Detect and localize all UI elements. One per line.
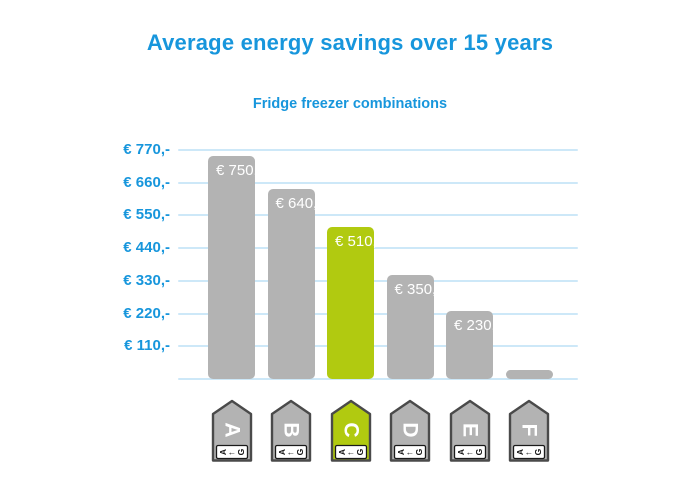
energy-tag-D: D A ← G bbox=[389, 399, 431, 463]
y-axis-label: € 550,- bbox=[123, 206, 170, 224]
energy-tag-F: F A ← G bbox=[508, 399, 550, 463]
gridline bbox=[178, 312, 578, 315]
bar-B: € 640,- bbox=[267, 188, 322, 379]
y-axis: € 770,- € 660,- € 550,- € 440,- € 330,- € 220… bbox=[0, 141, 170, 379]
bar-value-label: € 230,- bbox=[454, 316, 501, 334]
energy-tag-letter: F bbox=[518, 424, 541, 437]
bar-value-label: € 510,- bbox=[335, 233, 382, 251]
svg-text:A: A bbox=[515, 449, 525, 455]
bar-value-label: € 750,- bbox=[216, 161, 263, 179]
gridline bbox=[178, 345, 578, 348]
bar-E: € 230,- bbox=[446, 310, 501, 379]
plot-area: € 750,- € 640,- € 510,- € 350,- € 230,- bbox=[178, 149, 578, 380]
bar-value-label: € 350,- bbox=[394, 280, 442, 298]
svg-text:A: A bbox=[218, 449, 228, 455]
svg-text:G: G bbox=[355, 448, 365, 455]
gridline bbox=[178, 378, 578, 380]
svg-text:G: G bbox=[533, 448, 543, 455]
svg-text:←: ← bbox=[346, 447, 355, 457]
bar-value-label: € 640,- bbox=[275, 194, 323, 212]
energy-tag-icon: D A ← G bbox=[389, 399, 431, 462]
energy-tag-letter: D bbox=[399, 422, 422, 437]
energy-tag-icon: B A ← G bbox=[270, 399, 312, 462]
energy-tag-letter: E bbox=[458, 423, 481, 437]
svg-text:A: A bbox=[277, 449, 287, 455]
energy-tag-icon: F A ← G bbox=[508, 399, 550, 462]
svg-text:G: G bbox=[414, 448, 424, 455]
svg-text:A: A bbox=[337, 449, 347, 455]
gridline bbox=[178, 149, 578, 151]
y-axis-label: € 660,- bbox=[123, 173, 170, 191]
energy-tag-E: E A ← G bbox=[449, 399, 491, 463]
energy-tag-C: C A ← G bbox=[330, 399, 372, 463]
energy-tag-scale bbox=[215, 444, 248, 460]
gridline bbox=[178, 247, 578, 250]
energy-tag-scale bbox=[334, 444, 367, 460]
energy-tag-letter: C bbox=[339, 422, 362, 437]
y-axis-label: € 330,- bbox=[123, 271, 170, 289]
svg-text:←: ← bbox=[465, 447, 474, 457]
energy-tag-icon: AA ← G bbox=[211, 399, 252, 462]
svg-text:G: G bbox=[295, 448, 305, 455]
energy-tag-scale bbox=[512, 444, 546, 460]
gridline bbox=[178, 181, 578, 184]
energy-tag-scale bbox=[274, 444, 308, 460]
y-axis-label: € 440,- bbox=[123, 239, 170, 257]
svg-text:←: ← bbox=[525, 447, 534, 457]
bar-F bbox=[505, 370, 553, 379]
bar-D: € 350,- bbox=[386, 274, 441, 379]
svg-text:G: G bbox=[474, 448, 484, 455]
energy-tag-scale bbox=[453, 444, 486, 460]
y-axis-label: € 220,- bbox=[123, 304, 170, 322]
x-axis-energy-tags: A A ← G B A ← G C A ← G D A ← G E A ← G F A ← G bbox=[178, 399, 578, 463]
energy-tag-icon: E A ← G bbox=[449, 399, 490, 462]
svg-text:A: A bbox=[456, 449, 466, 455]
energy-tag-scale bbox=[393, 444, 427, 460]
bar-A: € 750,- bbox=[208, 155, 263, 379]
energy-tag-icon: C A ← G bbox=[330, 399, 371, 462]
energy-tag-A: A A ← G bbox=[211, 399, 253, 463]
svg-text:←: ← bbox=[406, 447, 415, 457]
chart-subtitle: Fridge freezer combinations bbox=[252, 96, 448, 112]
energy-tag-letter: A bbox=[220, 422, 243, 437]
y-axis-label: € 770,- bbox=[123, 141, 170, 158]
svg-text:←: ← bbox=[227, 447, 236, 457]
y-axis-label: € 110,- bbox=[124, 337, 170, 355]
gridline bbox=[178, 214, 578, 217]
energy-tag-letter: B bbox=[280, 422, 303, 437]
energy-tag-B: B A ← G bbox=[270, 399, 312, 463]
svg-text:A: A bbox=[396, 449, 406, 455]
svg-text:G: G bbox=[236, 448, 246, 455]
svg-text:←: ← bbox=[287, 447, 296, 457]
page-title: Average energy savings over 15 years bbox=[146, 30, 554, 55]
bar-C: € 510,- bbox=[327, 227, 382, 379]
gridline bbox=[178, 279, 578, 282]
